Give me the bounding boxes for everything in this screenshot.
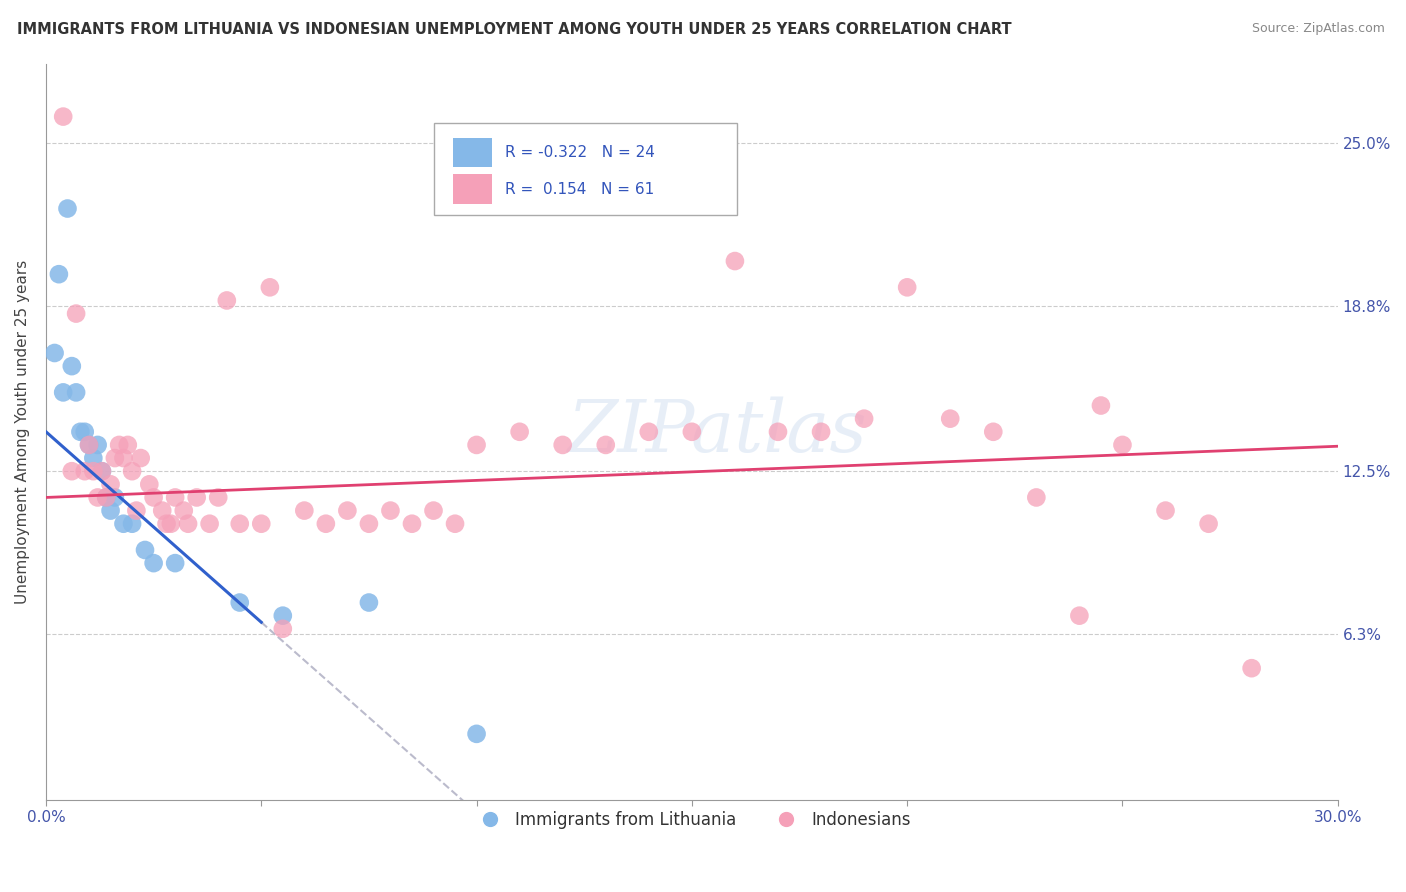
Point bbox=[60, 464, 83, 478]
Point bbox=[121, 516, 143, 531]
Point bbox=[91, 464, 114, 478]
Point bbox=[56, 202, 79, 216]
Point bbox=[981, 425, 1004, 439]
Point bbox=[292, 503, 315, 517]
Point bbox=[380, 503, 402, 517]
Point bbox=[595, 438, 617, 452]
Point bbox=[65, 307, 87, 321]
Text: Source: ZipAtlas.com: Source: ZipAtlas.com bbox=[1251, 22, 1385, 36]
FancyBboxPatch shape bbox=[453, 174, 492, 203]
Point bbox=[401, 516, 423, 531]
Point bbox=[336, 503, 359, 517]
Point bbox=[1198, 516, 1220, 531]
Point bbox=[357, 516, 380, 531]
Point bbox=[52, 110, 75, 124]
Point bbox=[100, 503, 122, 517]
Point bbox=[509, 425, 531, 439]
Point bbox=[229, 595, 252, 609]
Point bbox=[112, 451, 135, 466]
Point bbox=[465, 727, 488, 741]
Text: R =  0.154   N = 61: R = 0.154 N = 61 bbox=[505, 182, 654, 196]
Point bbox=[229, 516, 252, 531]
Point bbox=[150, 503, 173, 517]
Point bbox=[134, 543, 156, 558]
Point bbox=[60, 359, 83, 373]
Point bbox=[173, 503, 195, 517]
Point bbox=[100, 477, 122, 491]
Point bbox=[142, 556, 165, 570]
Point bbox=[129, 451, 152, 466]
Point bbox=[125, 503, 148, 517]
Point bbox=[165, 491, 187, 505]
Legend: Immigrants from Lithuania, Indonesians: Immigrants from Lithuania, Indonesians bbox=[467, 804, 917, 835]
Text: R = -0.322   N = 24: R = -0.322 N = 24 bbox=[505, 145, 654, 160]
Point bbox=[422, 503, 444, 517]
Point bbox=[96, 491, 118, 505]
Point bbox=[207, 491, 229, 505]
Point bbox=[96, 491, 118, 505]
Point bbox=[142, 491, 165, 505]
Point bbox=[91, 464, 114, 478]
Point bbox=[82, 451, 104, 466]
Point bbox=[186, 491, 208, 505]
Text: IMMIGRANTS FROM LITHUANIA VS INDONESIAN UNEMPLOYMENT AMONG YOUTH UNDER 25 YEARS : IMMIGRANTS FROM LITHUANIA VS INDONESIAN … bbox=[17, 22, 1011, 37]
Point bbox=[82, 464, 104, 478]
Point bbox=[112, 516, 135, 531]
Point bbox=[271, 622, 294, 636]
Point bbox=[766, 425, 789, 439]
Point bbox=[215, 293, 238, 308]
Point bbox=[1025, 491, 1047, 505]
Point bbox=[1240, 661, 1263, 675]
FancyBboxPatch shape bbox=[433, 123, 737, 215]
Point bbox=[357, 595, 380, 609]
Point bbox=[939, 411, 962, 425]
Point bbox=[117, 438, 139, 452]
Point bbox=[853, 411, 876, 425]
Y-axis label: Unemployment Among Youth under 25 years: Unemployment Among Youth under 25 years bbox=[15, 260, 30, 604]
Point bbox=[1069, 608, 1091, 623]
Point bbox=[198, 516, 221, 531]
Point bbox=[177, 516, 200, 531]
Point bbox=[165, 556, 187, 570]
Point bbox=[250, 516, 273, 531]
FancyBboxPatch shape bbox=[453, 137, 492, 167]
Point bbox=[810, 425, 832, 439]
Point bbox=[551, 438, 574, 452]
Point bbox=[121, 464, 143, 478]
Point bbox=[77, 438, 100, 452]
Point bbox=[1154, 503, 1177, 517]
Point bbox=[315, 516, 337, 531]
Point bbox=[86, 438, 108, 452]
Point bbox=[69, 425, 91, 439]
Point bbox=[104, 451, 127, 466]
Point bbox=[160, 516, 183, 531]
Point bbox=[48, 267, 70, 281]
Point bbox=[1111, 438, 1133, 452]
Point bbox=[444, 516, 467, 531]
Point bbox=[637, 425, 659, 439]
Point bbox=[65, 385, 87, 400]
Point bbox=[108, 438, 131, 452]
Point bbox=[73, 425, 96, 439]
Point bbox=[896, 280, 918, 294]
Point bbox=[465, 438, 488, 452]
Point bbox=[104, 491, 127, 505]
Point bbox=[724, 254, 747, 268]
Point bbox=[77, 438, 100, 452]
Point bbox=[155, 516, 177, 531]
Point bbox=[681, 425, 703, 439]
Point bbox=[138, 477, 160, 491]
Point bbox=[259, 280, 281, 294]
Point bbox=[1090, 399, 1112, 413]
Text: ZIPatlas: ZIPatlas bbox=[568, 397, 868, 467]
Point bbox=[271, 608, 294, 623]
Point bbox=[52, 385, 75, 400]
Point bbox=[44, 346, 66, 360]
Point bbox=[73, 464, 96, 478]
Point bbox=[86, 491, 108, 505]
